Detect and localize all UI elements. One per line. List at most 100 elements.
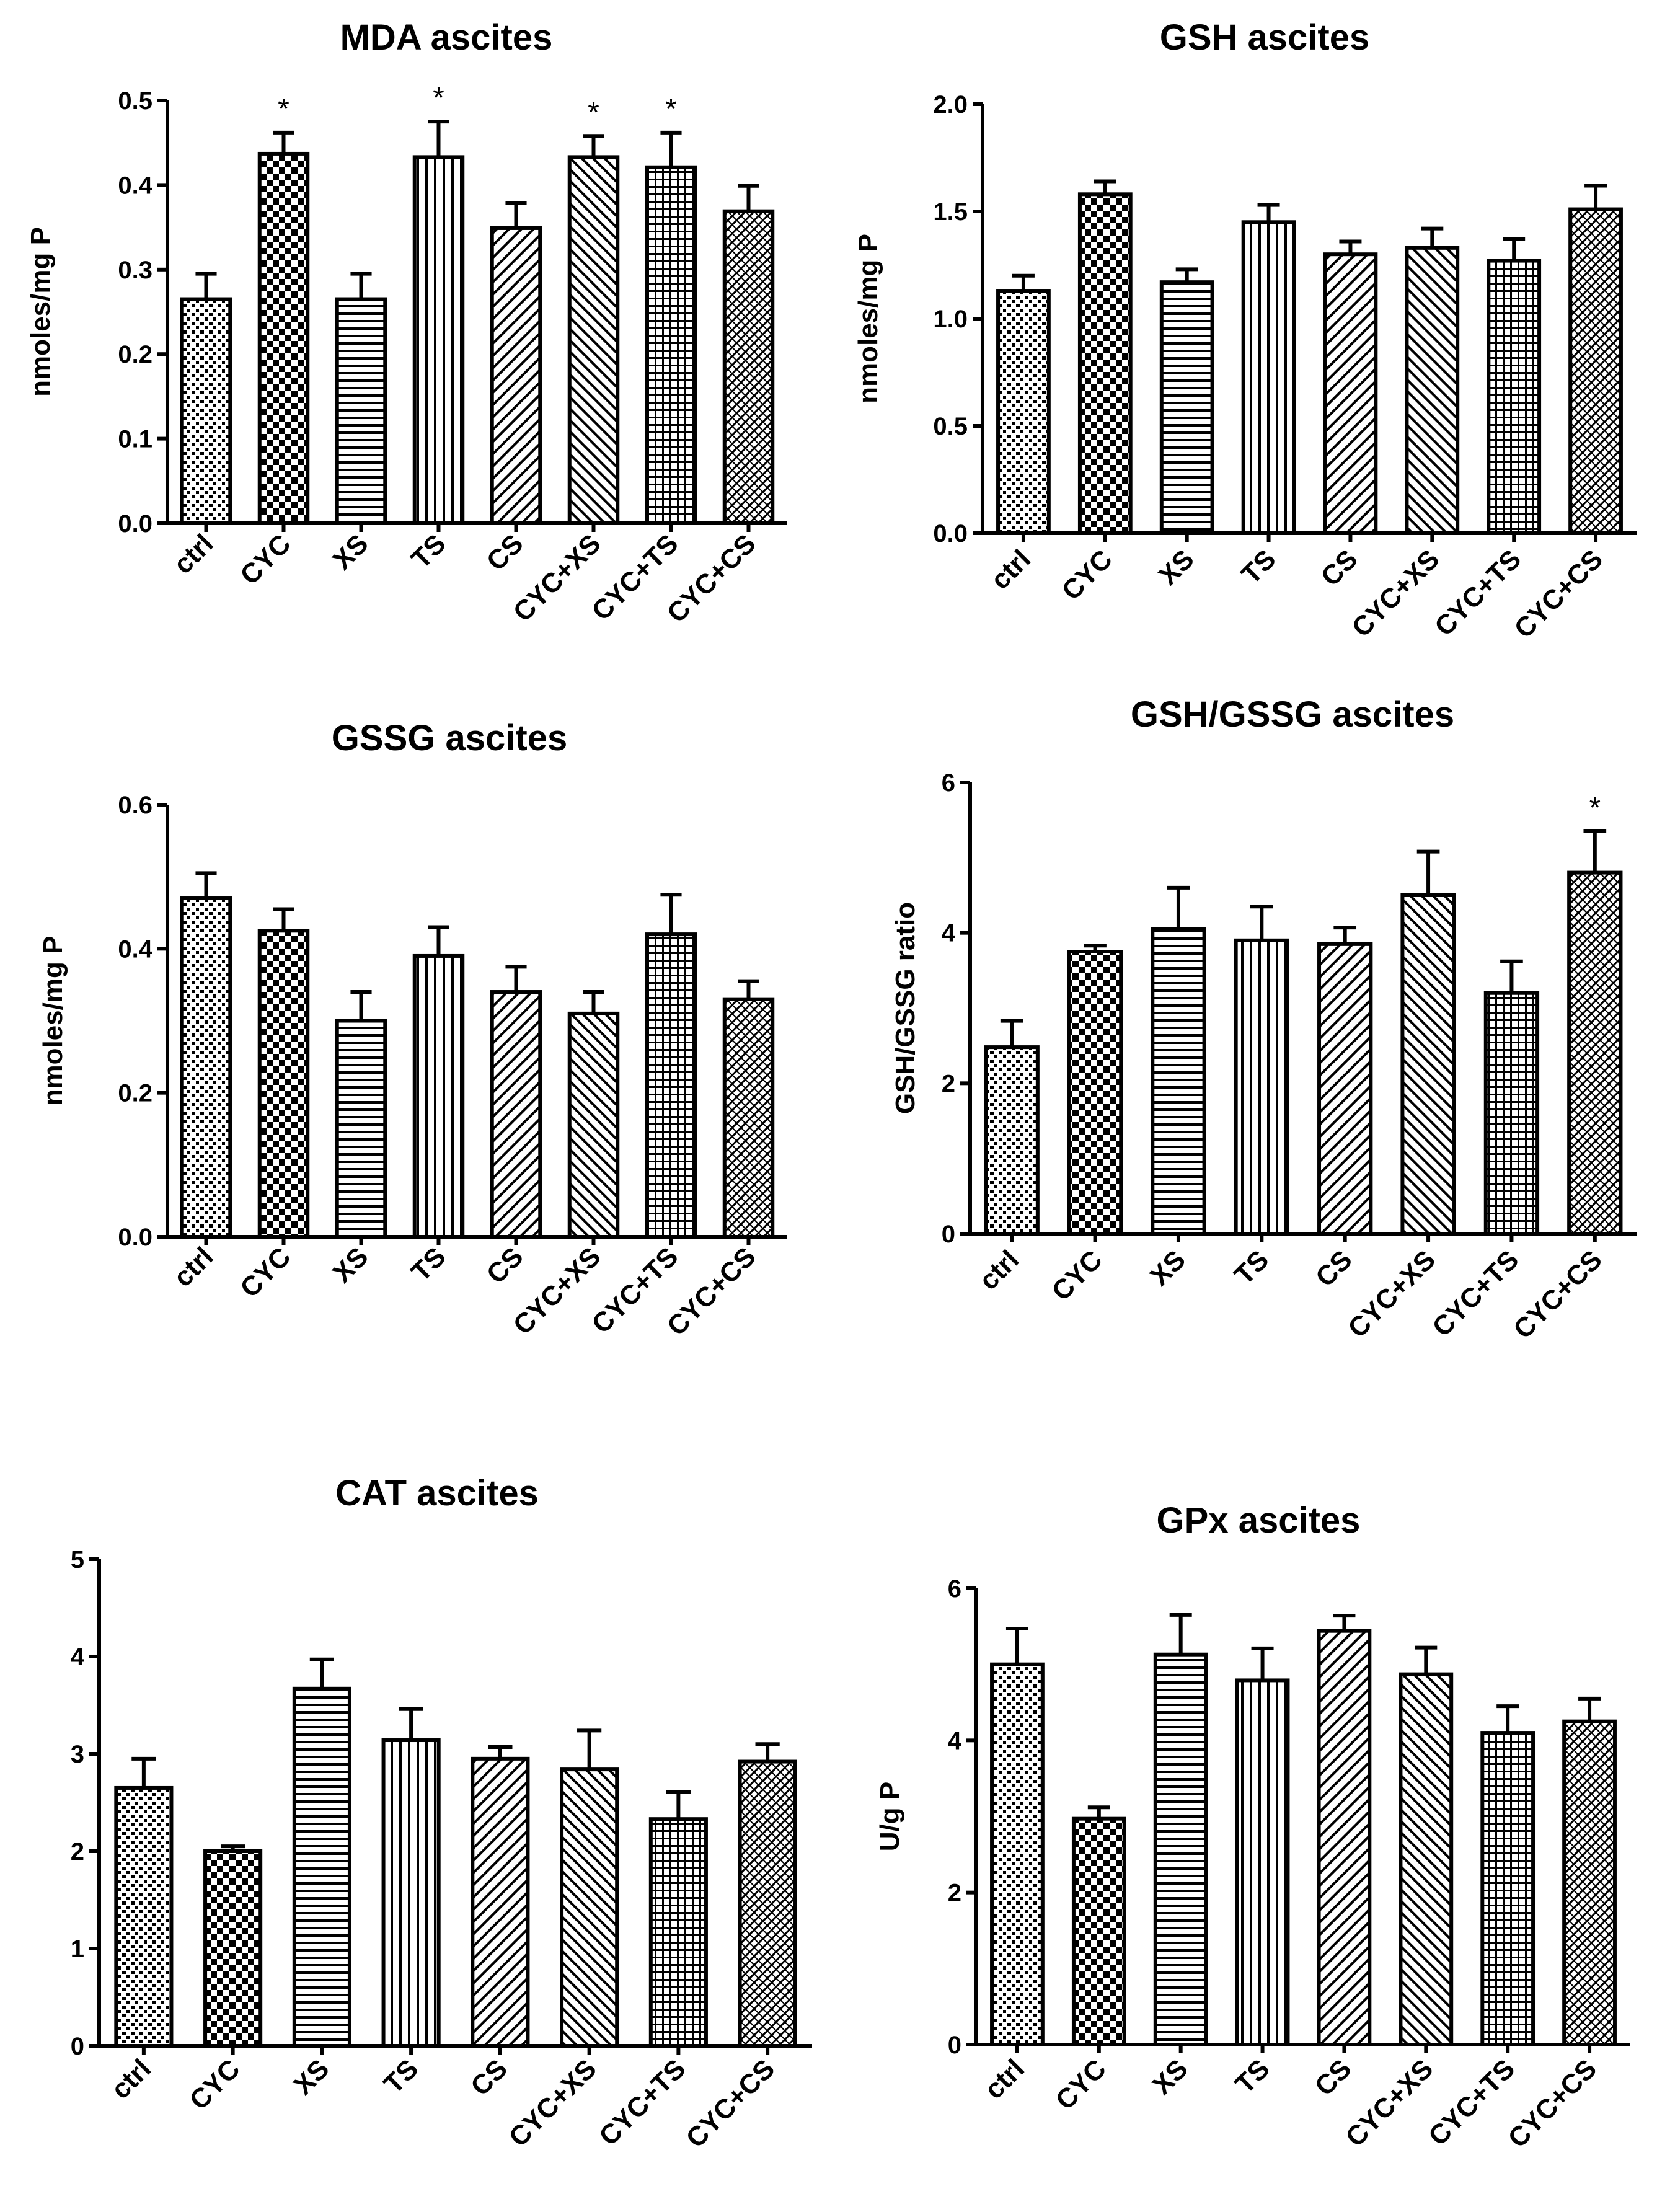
x-tick-label: CYC+XS [1340, 2053, 1439, 2152]
y-tick-label: 3 [71, 1741, 84, 1768]
significance-marker: * [665, 93, 677, 126]
x-tick-label: CYC+CS [1508, 1244, 1608, 1345]
bar-xs [292, 1686, 351, 2048]
bar-cyc-xs [567, 155, 620, 525]
x-tick-label: ctrl [167, 528, 219, 580]
bar-xs [335, 1019, 387, 1239]
y-tick-label: 0.4 [118, 172, 152, 199]
bar-cs [1317, 1629, 1372, 2046]
x-tick-label: TS [405, 1241, 451, 1287]
y-tick-label: 0.6 [118, 792, 152, 819]
x-tick-label: TS [1229, 1244, 1275, 1290]
bar-cyc-xs [1399, 1672, 1454, 2046]
bar-cyc-xs [1400, 893, 1456, 1236]
x-tick-label: XS [288, 2053, 335, 2100]
x-tick-label: CYC+TS [593, 2053, 691, 2151]
bar-cyc-xs [560, 1767, 619, 2048]
x-tick-label: CS [481, 528, 529, 577]
significance-marker: * [433, 82, 444, 115]
y-tick-label: 2 [71, 1838, 84, 1865]
x-tick-label: XS [1153, 544, 1200, 591]
x-tick-label: CYC [234, 1241, 296, 1303]
y-tick-label: 2.0 [933, 91, 968, 118]
bar-ctrl [114, 1785, 174, 2048]
bar-cyc-cs [1567, 870, 1623, 1236]
x-tick-label: CS [1315, 544, 1364, 592]
x-tick-label: CYC [1046, 1244, 1108, 1306]
bar-ctrl [990, 1662, 1045, 2047]
bar-cs [490, 226, 542, 525]
y-tick-label: 0 [948, 2032, 961, 2059]
y-tick-label: 0.0 [118, 1224, 152, 1251]
bar-ts [1234, 938, 1289, 1236]
y-tick-label: 4 [948, 1727, 962, 1754]
chart-gsh: GSH ascites nmoles/mg P ctrl CYC XS TS CSCYC+X… [853, 17, 1637, 644]
bar-ctrl [180, 896, 232, 1239]
y-tick-label: 0 [71, 2033, 84, 2060]
chart-ratio: GSH/GSSG ascites GSH/GSSG ratio ctrl CYC XS T… [890, 694, 1637, 1345]
x-tick-label: ctrl [985, 544, 1036, 595]
x-tick-label: XS [327, 1241, 374, 1288]
y-tick-label: 4 [942, 920, 956, 947]
y-axis-label: U/g P [875, 1782, 905, 1851]
bar-cyc-cs [1562, 1719, 1617, 2047]
bar-cyc-cs [738, 1759, 797, 2048]
bar-cs [471, 1756, 530, 2048]
bar-cyc [257, 929, 310, 1239]
chart-title: GPx ascites [1157, 1500, 1361, 1541]
y-tick-label: 0.0 [118, 510, 152, 538]
x-tick-label: ctrl [105, 2053, 157, 2105]
x-tick-label: CYC+XS [1346, 544, 1445, 643]
x-tick-label: TS [378, 2053, 424, 2099]
bar-cyc-xs [567, 1011, 620, 1239]
bar-cyc [203, 1849, 263, 2048]
x-tick-label: CYC+CS [1508, 544, 1609, 644]
y-tick-label: 6 [948, 1575, 961, 1603]
bar-cyc-cs [722, 209, 775, 525]
y-tick-label: 6 [942, 769, 955, 797]
bar-cs [1317, 942, 1373, 1236]
bar-ctrl [996, 289, 1051, 535]
bar-ts [412, 155, 465, 525]
x-tick-label: TS [1235, 544, 1281, 590]
y-axis-label: nmoles/mg P [853, 234, 883, 404]
chart-title: GSH/GSSG ascites [1131, 694, 1454, 735]
y-tick-label: 1.0 [933, 306, 968, 333]
bar-cyc-ts [1480, 1731, 1535, 2046]
bar-cyc-ts [1487, 259, 1542, 535]
y-axis-label: nmoles/mg P [25, 227, 56, 397]
chart-title: CAT ascites [335, 1473, 539, 1513]
bar-ctrl [180, 297, 232, 525]
bar-ts [412, 953, 465, 1239]
x-tick-label: TS [1229, 2053, 1275, 2099]
x-tick-label: CS [465, 2053, 513, 2102]
bar-ctrl [984, 1045, 1040, 1236]
x-tick-label: CYC+CS [680, 2053, 780, 2154]
significance-marker: * [1589, 792, 1601, 825]
x-tick-label: CYC [183, 2053, 245, 2115]
bar-xs [1153, 1652, 1208, 2046]
bar-cyc-cs [1568, 207, 1623, 536]
bar-cyc-cs [722, 997, 775, 1239]
bar-cyc [1071, 1816, 1126, 2046]
y-tick-label: 0.5 [118, 87, 152, 115]
y-tick-label: 2 [948, 1880, 961, 1907]
bar-xs [1159, 280, 1214, 535]
x-tick-label: CS [1310, 1244, 1358, 1293]
y-tick-label: 0.2 [118, 1080, 152, 1107]
y-axis-label: GSH/GSSG ratio [890, 902, 921, 1114]
y-tick-label: 0 [942, 1221, 955, 1248]
x-tick-label: XS [1144, 1244, 1191, 1291]
bar-cyc [257, 151, 310, 525]
y-tick-label: 0.2 [118, 341, 152, 368]
x-tick-label: ctrl [167, 1241, 219, 1293]
significance-marker: * [588, 96, 599, 129]
x-tick-label: TS [405, 528, 451, 574]
x-tick-label: CYC+XS [1342, 1244, 1441, 1343]
x-tick-label: XS [327, 528, 374, 575]
x-tick-label: ctrl [979, 2053, 1030, 2105]
y-tick-label: 1.5 [933, 198, 968, 226]
